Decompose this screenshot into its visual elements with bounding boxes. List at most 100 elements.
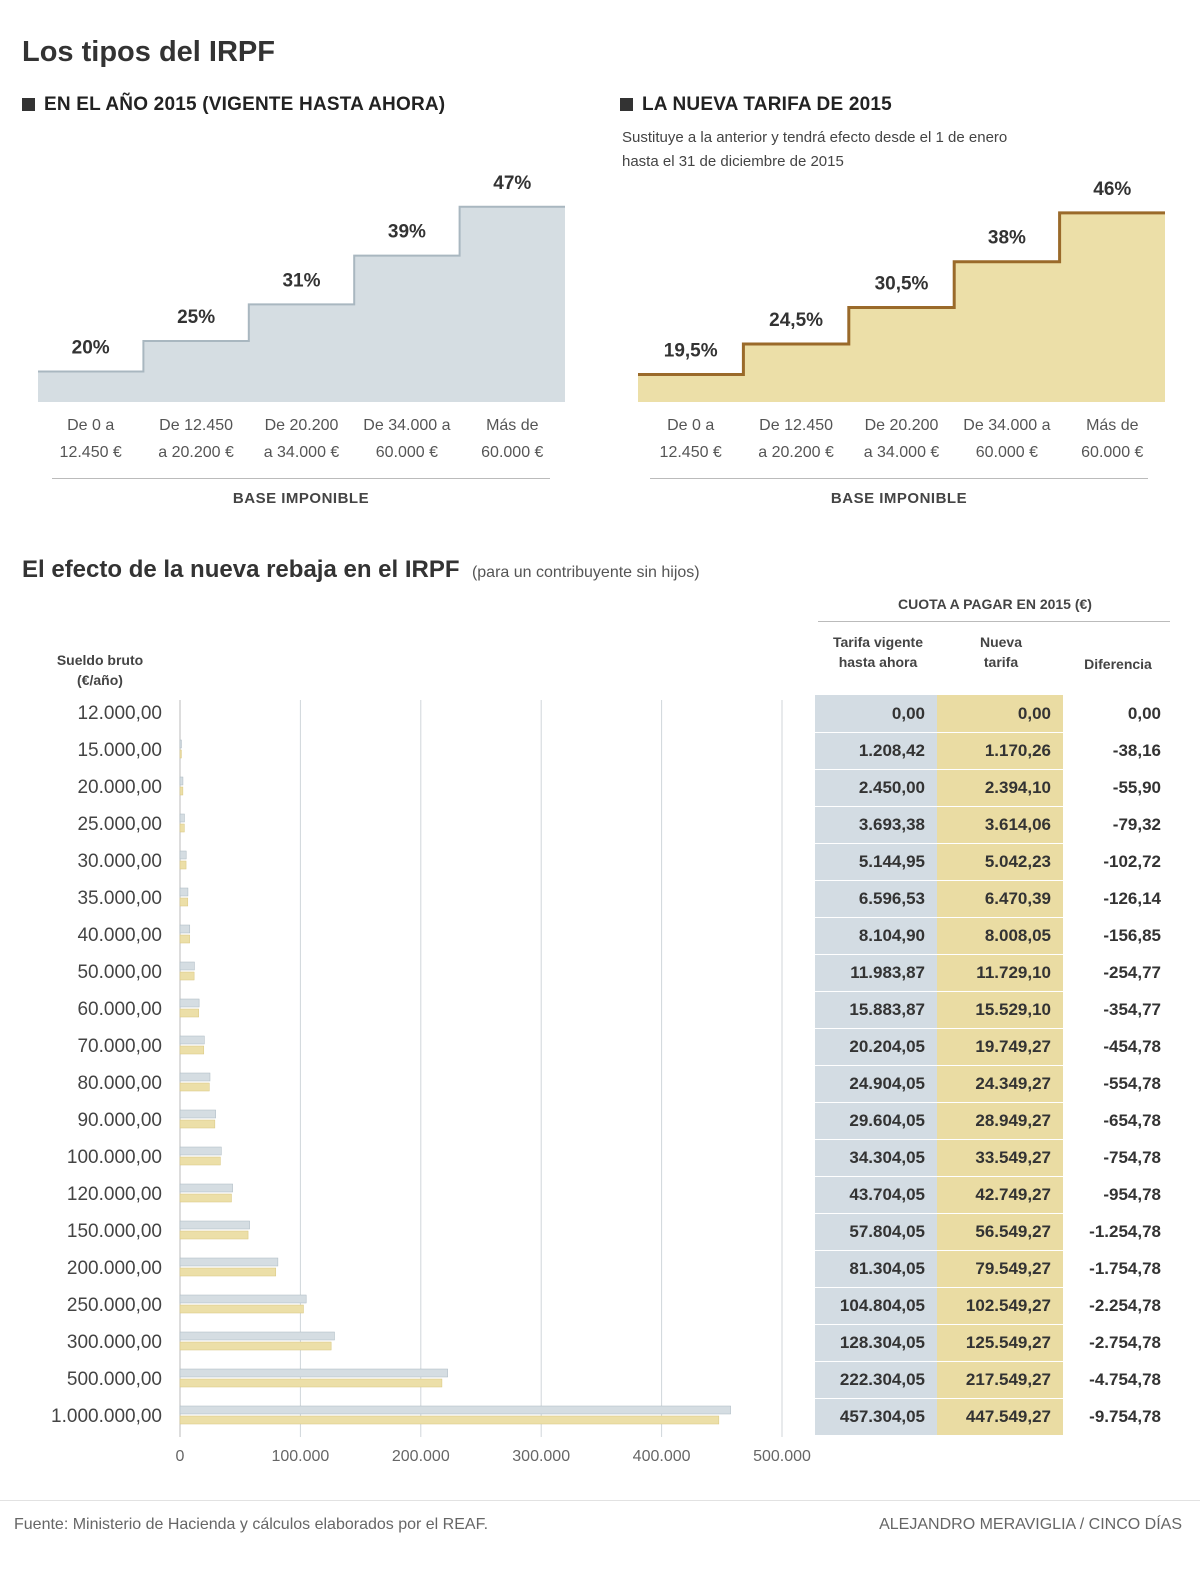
new-rate-category-label: 60.000 € <box>976 444 1038 461</box>
row-label-header: Sueldo bruto (€/año) <box>40 650 160 690</box>
cell-new-rate: 8.008,05 <box>984 926 1051 945</box>
bar-new-rate <box>179 860 187 870</box>
row-label: 90.000,00 <box>77 1110 162 1131</box>
col-header-diff: Diferencia <box>1084 656 1152 672</box>
bar-new-rate <box>179 1230 249 1240</box>
new-rate-category-label: a 20.200 € <box>758 444 834 461</box>
table-row-divider <box>815 917 1173 918</box>
square-bullet-icon <box>620 98 633 112</box>
cell-difference: -254,77 <box>1103 963 1161 982</box>
row-header-line-2: (€/año) <box>77 672 123 688</box>
bar-new-rate <box>179 823 185 833</box>
bar-old-rate <box>179 924 191 934</box>
divider-right <box>650 478 1148 479</box>
bar-old-rate <box>179 1072 211 1082</box>
cell-old-rate: 222.304,05 <box>839 1370 925 1389</box>
table-row-divider <box>815 1250 1173 1251</box>
cell-difference: -9.754,78 <box>1089 1407 1161 1426</box>
bar-old-rate <box>179 961 195 971</box>
cell-difference: -2.254,78 <box>1089 1296 1161 1315</box>
cell-new-rate: 3.614,06 <box>984 815 1051 834</box>
new-rate-category-label: a 34.000 € <box>864 444 940 461</box>
cell-old-rate: 104.804,05 <box>839 1296 925 1315</box>
page-title: Los tipos del IRPF <box>22 36 275 68</box>
cell-new-rate: 125.549,27 <box>965 1333 1051 1352</box>
cell-new-rate: 11.729,10 <box>976 963 1051 982</box>
cell-old-rate: 5.144,95 <box>858 852 925 871</box>
bar-new-rate <box>179 1378 443 1388</box>
table-row-divider <box>815 954 1173 955</box>
x-tick-label: 300.000 <box>512 1448 570 1465</box>
bar-old-rate <box>179 1294 307 1304</box>
section2-title: El efecto de la nueva rebaja en el IRPF <box>22 556 460 583</box>
panel-left-heading: EN EL AÑO 2015 (VIGENTE HASTA AHORA) <box>22 94 445 116</box>
old-rate-category-label: De 34.000 a <box>363 417 450 434</box>
section2-title-row: El efecto de la nueva rebaja en el IRPF … <box>22 556 700 584</box>
old-rate-category-label: De 12.450 <box>159 417 233 434</box>
panel-right-heading-text: LA NUEVA TARIFA DE 2015 <box>642 94 892 115</box>
row-label: 200.000,00 <box>67 1258 162 1279</box>
cell-old-rate: 6.596,53 <box>858 889 925 908</box>
cell-old-rate: 0,00 <box>891 704 925 723</box>
cell-new-rate: 28.949,27 <box>975 1111 1051 1130</box>
cell-old-rate: 81.304,05 <box>849 1259 925 1278</box>
table-row-divider <box>815 1361 1173 1362</box>
table-row-divider <box>815 1213 1173 1214</box>
bar-new-rate <box>179 1415 720 1425</box>
bar-old-rate <box>179 1109 216 1119</box>
table-row-divider <box>815 769 1173 770</box>
table-row-divider <box>815 806 1173 807</box>
row-label: 300.000,00 <box>67 1332 162 1353</box>
row-label: 30.000,00 <box>77 851 162 872</box>
cell-difference: -454,78 <box>1103 1037 1161 1056</box>
col-header-new-line-2: tarifa <box>983 654 1019 670</box>
cell-new-rate: 217.549,27 <box>965 1370 1051 1389</box>
cell-difference: -4.754,78 <box>1089 1370 1161 1389</box>
old-rate-category-label: Más de <box>486 417 539 434</box>
cell-old-rate: 11.983,87 <box>850 963 925 982</box>
panel-right-subtitle: Sustituye a la anterior y tendrá efecto … <box>622 126 1007 174</box>
cell-new-rate: 0,00 <box>1017 704 1051 723</box>
cell-new-rate: 24.349,27 <box>975 1074 1051 1093</box>
bar-new-rate <box>179 1008 199 1018</box>
row-label: 120.000,00 <box>67 1184 162 1205</box>
bar-new-rate <box>179 1304 304 1314</box>
bar-new-rate <box>179 971 195 981</box>
bar-new-rate <box>179 786 184 796</box>
bar-old-rate <box>179 1220 250 1230</box>
cell-difference: -102,72 <box>1103 852 1161 871</box>
table-row-divider <box>815 1028 1173 1029</box>
old-rate-category-label: De 20.200 <box>265 417 339 434</box>
cell-difference: -126,14 <box>1103 889 1161 908</box>
cell-new-rate: 42.749,27 <box>975 1185 1051 1204</box>
bar-new-rate <box>179 1119 216 1129</box>
old-rate-category-label: a 34.000 € <box>264 444 340 461</box>
cell-difference: -1.254,78 <box>1089 1222 1161 1241</box>
row-label: 15.000,00 <box>77 740 162 761</box>
bar-new-rate <box>179 1193 232 1203</box>
cell-difference: -156,85 <box>1103 926 1161 945</box>
cell-old-rate: 57.804,05 <box>849 1222 925 1241</box>
table-row-divider <box>815 1102 1173 1103</box>
cell-difference: -1.754,78 <box>1089 1259 1161 1278</box>
row-label: 35.000,00 <box>77 888 162 909</box>
step-chart-old-rates: 20% De 0 a 12.450 € 25% De 12.450 a 20.200 € 3… <box>38 173 565 461</box>
row-label: 40.000,00 <box>77 925 162 946</box>
cell-difference: -79,32 <box>1112 815 1161 834</box>
new-rate-value-label: 30,5% <box>875 273 929 294</box>
row-label: 150.000,00 <box>67 1221 162 1242</box>
cell-old-rate: 43.704,05 <box>849 1185 925 1204</box>
old-rate-value-label: 39% <box>388 222 426 243</box>
new-rate-category-label: Más de <box>1086 417 1139 434</box>
table-row-divider <box>815 991 1173 992</box>
new-rate-value-label: 19,5% <box>664 341 718 362</box>
cell-new-rate: 2.394,10 <box>984 778 1051 797</box>
footer-rule <box>0 1500 1200 1501</box>
bar-new-rate <box>179 897 189 907</box>
table-row-divider <box>815 732 1173 733</box>
x-tick-label: 0 <box>176 1448 185 1465</box>
col-header-new-line-1: Nueva <box>979 634 1023 650</box>
cell-old-rate: 2.450,00 <box>858 778 925 797</box>
bar-old-rate <box>179 1257 279 1267</box>
table-row-divider <box>815 880 1173 881</box>
